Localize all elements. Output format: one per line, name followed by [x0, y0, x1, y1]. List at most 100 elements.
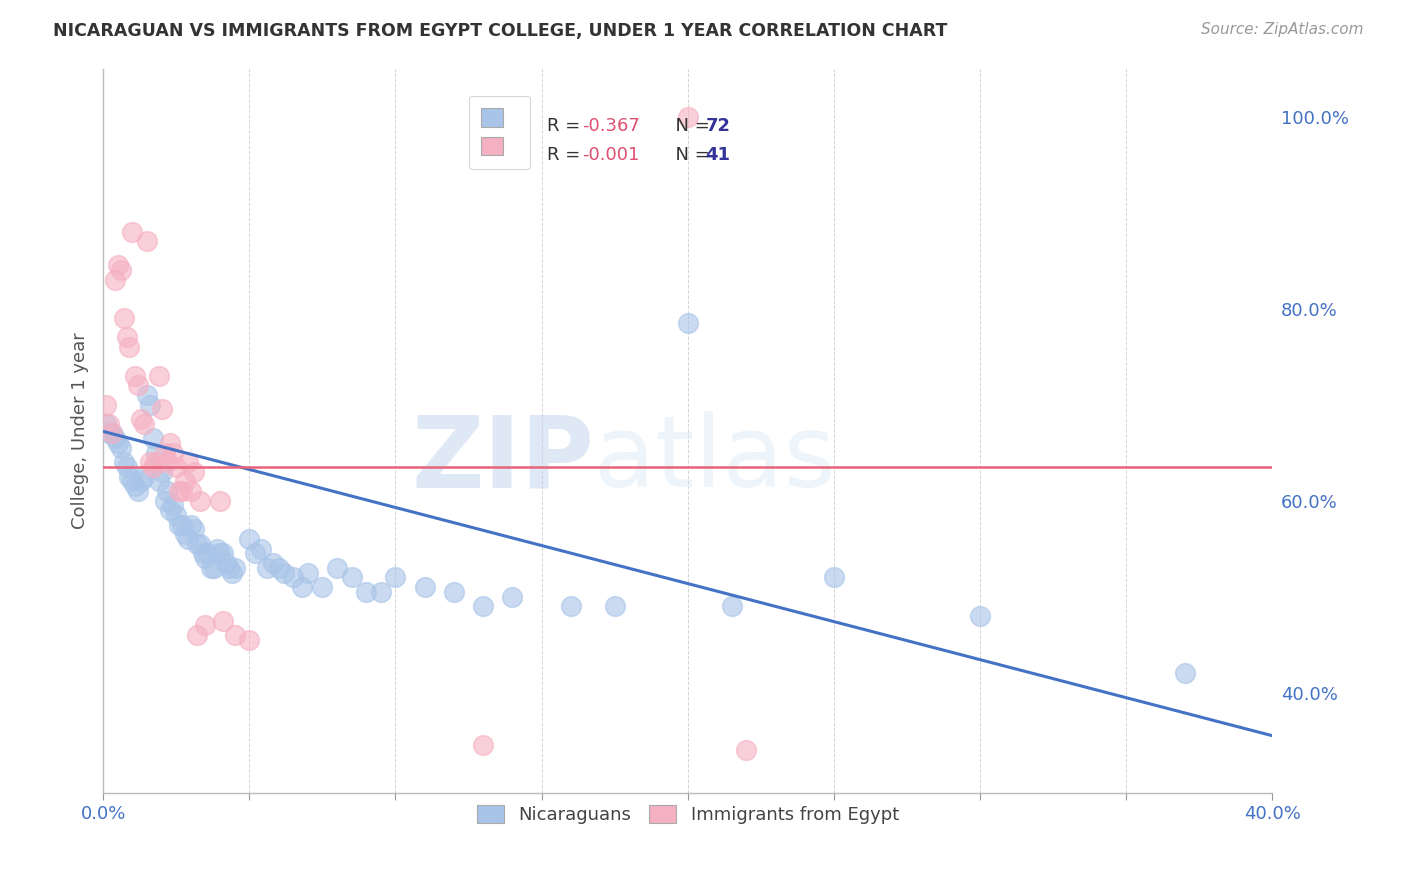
Point: [256, 560, 278, 574]
Point: [107, 258, 129, 272]
Point: [115, 330, 138, 344]
Text: -0.001: -0.001: [582, 146, 640, 164]
Point: [194, 551, 217, 566]
Point: [139, 398, 162, 412]
Point: [202, 560, 225, 574]
Point: [142, 431, 165, 445]
Point: [1174, 666, 1197, 681]
Text: R =: R =: [547, 117, 586, 135]
Point: [177, 532, 200, 546]
Point: [186, 537, 208, 551]
Text: Source: ZipAtlas.com: Source: ZipAtlas.com: [1201, 22, 1364, 37]
Point: [136, 235, 159, 249]
Point: [129, 412, 152, 426]
Text: NICARAGUAN VS IMMIGRANTS FROM EGYPT COLLEGE, UNDER 1 YEAR CORRELATION CHART: NICARAGUAN VS IMMIGRANTS FROM EGYPT COLL…: [53, 22, 948, 40]
Text: 72: 72: [706, 117, 730, 135]
Point: [127, 378, 149, 392]
Point: [165, 508, 187, 522]
Point: [735, 743, 758, 757]
Point: [118, 340, 141, 354]
Point: [209, 546, 232, 560]
Point: [340, 570, 363, 584]
Point: [180, 517, 202, 532]
Point: [148, 368, 170, 383]
Point: [132, 469, 155, 483]
Point: [136, 388, 159, 402]
Point: [174, 527, 197, 541]
Point: [127, 483, 149, 498]
Point: [165, 459, 187, 474]
Y-axis label: College, Under 1 year: College, Under 1 year: [72, 333, 89, 529]
Point: [94, 398, 117, 412]
Point: [167, 517, 190, 532]
Text: N =: N =: [665, 117, 716, 135]
Point: [104, 273, 127, 287]
Point: [191, 546, 214, 560]
Point: [238, 632, 260, 647]
Point: [98, 417, 121, 431]
Point: [129, 475, 152, 489]
Point: [238, 532, 260, 546]
Point: [107, 436, 129, 450]
Point: [676, 110, 699, 124]
Point: [224, 560, 246, 574]
Point: [354, 584, 377, 599]
Point: [170, 517, 193, 532]
Point: [297, 566, 319, 580]
Point: [676, 316, 699, 330]
Point: [224, 628, 246, 642]
Point: [153, 493, 176, 508]
Point: [188, 493, 211, 508]
Point: [218, 560, 240, 574]
Point: [472, 739, 495, 753]
Text: N =: N =: [665, 146, 716, 164]
Point: [472, 599, 495, 614]
Point: [603, 599, 626, 614]
Legend: Nicaraguans, Immigrants from Egypt: Nicaraguans, Immigrants from Egypt: [465, 795, 910, 835]
Point: [124, 368, 146, 383]
Point: [110, 441, 132, 455]
Point: [183, 465, 205, 479]
Point: [145, 445, 167, 459]
Point: [112, 455, 135, 469]
Text: atlas: atlas: [595, 411, 837, 508]
Point: [188, 537, 211, 551]
Point: [174, 475, 197, 489]
Point: [212, 546, 235, 560]
Point: [180, 483, 202, 498]
Point: [156, 455, 179, 469]
Point: [311, 580, 333, 594]
Point: [162, 445, 184, 459]
Point: [273, 566, 295, 580]
Point: [150, 465, 173, 479]
Point: [162, 499, 184, 513]
Point: [183, 522, 205, 536]
Point: [262, 556, 284, 570]
Point: [212, 614, 235, 628]
Point: [124, 479, 146, 493]
Point: [139, 455, 162, 469]
Point: [101, 426, 124, 441]
Point: [250, 541, 273, 556]
Point: [186, 628, 208, 642]
Point: [118, 469, 141, 483]
Point: [560, 599, 582, 614]
Point: [215, 556, 238, 570]
Point: [148, 475, 170, 489]
Point: [159, 503, 181, 517]
Point: [121, 225, 143, 239]
Point: [153, 445, 176, 459]
Point: [443, 584, 465, 599]
Point: [159, 436, 181, 450]
Point: [501, 590, 523, 604]
Point: [291, 580, 314, 594]
Point: [177, 455, 200, 469]
Point: [167, 483, 190, 498]
Point: [194, 618, 217, 632]
Text: -0.367: -0.367: [582, 117, 641, 135]
Point: [221, 566, 243, 580]
Point: [384, 570, 406, 584]
Point: [326, 560, 349, 574]
Point: [110, 263, 132, 277]
Point: [170, 483, 193, 498]
